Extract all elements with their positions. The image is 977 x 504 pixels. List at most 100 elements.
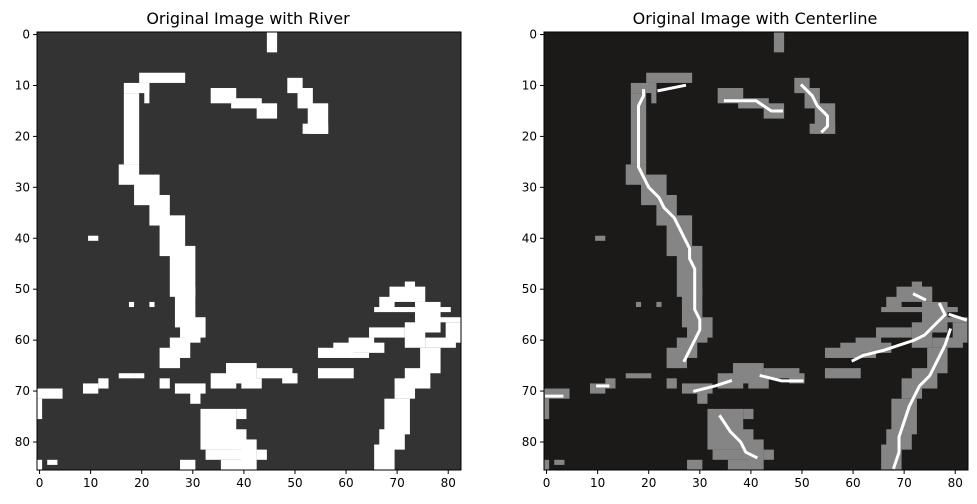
river-pixels [855,337,882,348]
river-pixels [420,347,441,374]
river-pixels [692,332,708,343]
river-pixels [707,408,744,450]
river-pixels [712,449,759,460]
y-tick-label: 20 [15,129,30,143]
river-pixels [47,459,58,465]
river-pixels [149,301,155,308]
river-pixels [763,368,800,379]
river-pixels [241,439,257,470]
river-pixels [205,449,252,460]
y-tick-label: 50 [15,282,30,296]
centerline-path [759,373,804,383]
river-pixels [266,32,278,53]
river-pixels [369,327,405,338]
river-pixels [824,368,861,379]
y-axis: 0 10 20 30 40 50 60 70 80 [15,28,37,449]
river-pixels [144,82,150,104]
centerline-path [948,312,968,322]
y-tick-label: 70 [15,384,30,398]
centerline-path [723,99,784,113]
panel-centerline: Original Image with Centerline 0 10 20 30 40… [522,9,969,490]
river-pixels [748,439,764,470]
river-pixels [881,307,958,313]
centerline-path [657,83,687,93]
x-tick-label: 70 [390,476,405,490]
y-tick-label: 80 [15,435,30,449]
x-tick-label: 70 [897,476,912,490]
x-tick-label: 40 [743,476,758,490]
river-pixels [128,301,135,308]
river-pixels [389,286,426,302]
river-pixels [635,301,642,308]
river-pixels [952,322,968,343]
chart-title: Original Image with River [146,9,350,28]
river-pixels [384,398,410,435]
centerline-path [912,292,927,302]
river-pixels [641,373,652,379]
river-pixels [738,98,769,109]
river-pixels [123,93,140,165]
river-pixels [394,378,416,399]
river-pixels [697,388,708,404]
river-pixels [379,296,395,308]
river-pixels [824,347,861,358]
river-pixels [605,378,616,389]
x-tick-label: 50 [794,476,809,490]
river-pixels [891,398,917,435]
river-pixels [687,459,703,470]
river-pixels [180,317,206,338]
y-tick-label: 60 [15,333,30,347]
river-pixels [932,337,963,348]
river-pixels [256,368,293,379]
x-tick-label: 30 [692,476,707,490]
river-pixels [646,72,693,83]
river-pixels [743,408,754,420]
river-pixels [88,235,99,241]
river-pixels [82,383,99,394]
river-pixels [789,373,805,384]
y-tick-label: 40 [522,231,537,245]
centerline-path [637,89,702,363]
y-tick-label: 10 [522,78,537,92]
x-tick-label: 40 [236,476,251,490]
y-axis: 0 10 20 30 40 50 60 70 80 [522,28,544,449]
river-pixels [445,322,461,343]
river-pixels [118,373,135,379]
river-pixels [180,459,196,470]
river-pixels [374,444,395,470]
river-pixels [241,378,262,389]
river-pixels [544,459,550,470]
river-pixels [404,322,426,348]
river-pixels [123,82,150,94]
river-pixels [210,373,237,389]
river-pixels [185,332,201,343]
river-pixels [37,459,43,470]
river-pixels [220,459,252,470]
y-tick-label: 0 [22,28,30,42]
centerline-path [892,328,953,470]
river-pixels [174,286,196,328]
centerline-path [799,83,830,134]
centerline-path [718,414,759,460]
river-pixels [876,327,912,338]
x-tick-label: 80 [948,476,963,490]
river-pixels [630,82,657,94]
river-pixels [302,123,329,134]
x-axis: 0 10 20 30 40 50 60 70 80 [543,470,963,490]
river-pixels [134,373,145,379]
x-tick-label: 0 [543,476,551,490]
river-pixels [927,317,968,323]
river-pixels [666,347,688,369]
x-axis: 0 10 20 30 40 50 60 70 80 [36,470,456,490]
x-tick-label: 60 [338,476,353,490]
x-tick-label: 10 [590,476,605,490]
centerline-path [692,378,733,393]
river-pixels [348,337,375,348]
river-pixels [256,449,267,460]
y-tick-label: 80 [522,435,537,449]
x-tick-label: 20 [641,476,656,490]
y-tick-label: 20 [522,129,537,143]
river-pixels [317,347,354,358]
river-pixels [748,378,769,389]
